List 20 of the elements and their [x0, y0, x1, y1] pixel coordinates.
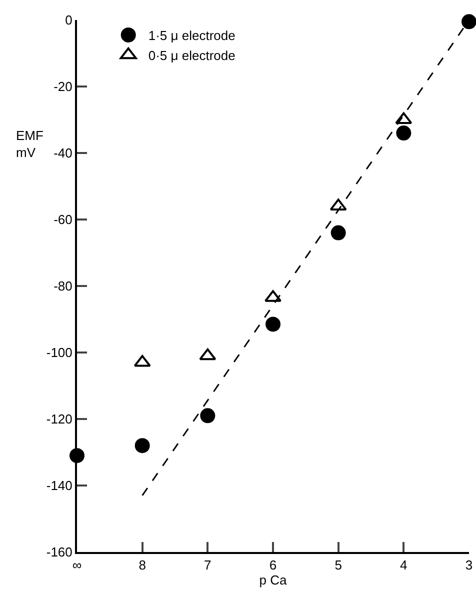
- y-tick-label: -60: [54, 212, 72, 228]
- x-tick-label: ∞: [72, 558, 82, 573]
- y-tick-label: 0: [65, 12, 72, 28]
- legend-label: 0·5 μ electrode: [148, 48, 236, 63]
- x-tick-label: 4: [400, 558, 408, 573]
- x-tick-label: 5: [334, 558, 342, 573]
- x-tick-label: 8: [138, 558, 146, 573]
- x-tick-label: 7: [204, 558, 212, 573]
- x-tick-label: 6: [269, 558, 277, 573]
- x-axis-title: p Ca: [259, 572, 288, 588]
- y-tick-label: -80: [54, 278, 72, 294]
- legend-label: 1·5 μ electrode: [148, 28, 236, 44]
- x-tick-label: 3: [465, 558, 473, 573]
- y-tick-label: -100: [46, 345, 72, 360]
- y-tick-label: -120: [46, 412, 72, 427]
- y-tick-label: -160: [46, 544, 72, 560]
- y-tick-label: -40: [54, 146, 72, 161]
- y-tick-label: -20: [54, 79, 72, 94]
- y-tick-label: -140: [46, 478, 72, 494]
- y-axis-title: EMF mV: [16, 128, 44, 160]
